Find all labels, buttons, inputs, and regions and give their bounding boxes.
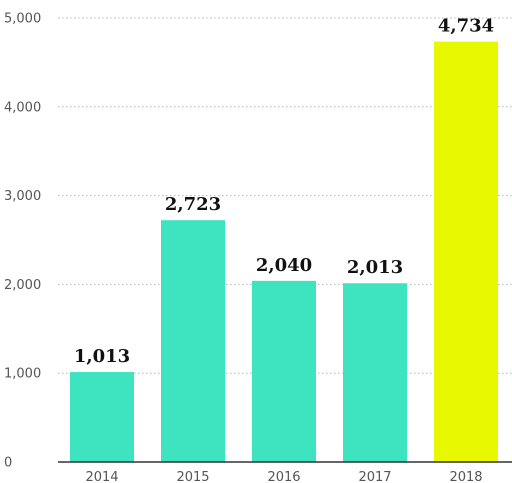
bar-2018 — [434, 41, 498, 463]
y-axis-tick-labels: 0 1,000 2,000 3,000 4,000 5,000 — [4, 12, 41, 471]
value-label-2017: 2,013 — [347, 257, 403, 278]
y-tick-label: 5,000 — [4, 12, 41, 27]
bar-2015 — [161, 220, 225, 462]
bar-2017 — [343, 283, 407, 462]
y-tick-label: 1,000 — [4, 367, 41, 382]
x-tick-label-2018: 2018 — [449, 470, 482, 483]
bar-2014 — [70, 372, 134, 462]
x-tick-label-2017: 2017 — [358, 470, 391, 483]
y-tick-label: 3,000 — [4, 189, 41, 204]
value-label-2014: 1,013 — [74, 346, 130, 367]
value-label-2018: 4,734 — [438, 16, 494, 37]
bar-2016 — [252, 280, 316, 462]
x-axis-category-labels: 2014 2015 2016 2017 2018 — [85, 470, 482, 483]
x-tick-label-2014: 2014 — [85, 470, 118, 483]
value-labels: 1,013 2,723 2,040 2,013 4,734 — [74, 16, 494, 367]
y-tick-label: 0 — [4, 456, 12, 471]
bars — [70, 41, 498, 463]
x-tick-label-2016: 2016 — [267, 470, 300, 483]
y-tick-label: 4,000 — [4, 100, 41, 115]
y-tick-label: 2,000 — [4, 278, 41, 293]
value-label-2015: 2,723 — [165, 194, 221, 215]
x-tick-label-2015: 2015 — [176, 470, 209, 483]
value-label-2016: 2,040 — [256, 255, 312, 276]
